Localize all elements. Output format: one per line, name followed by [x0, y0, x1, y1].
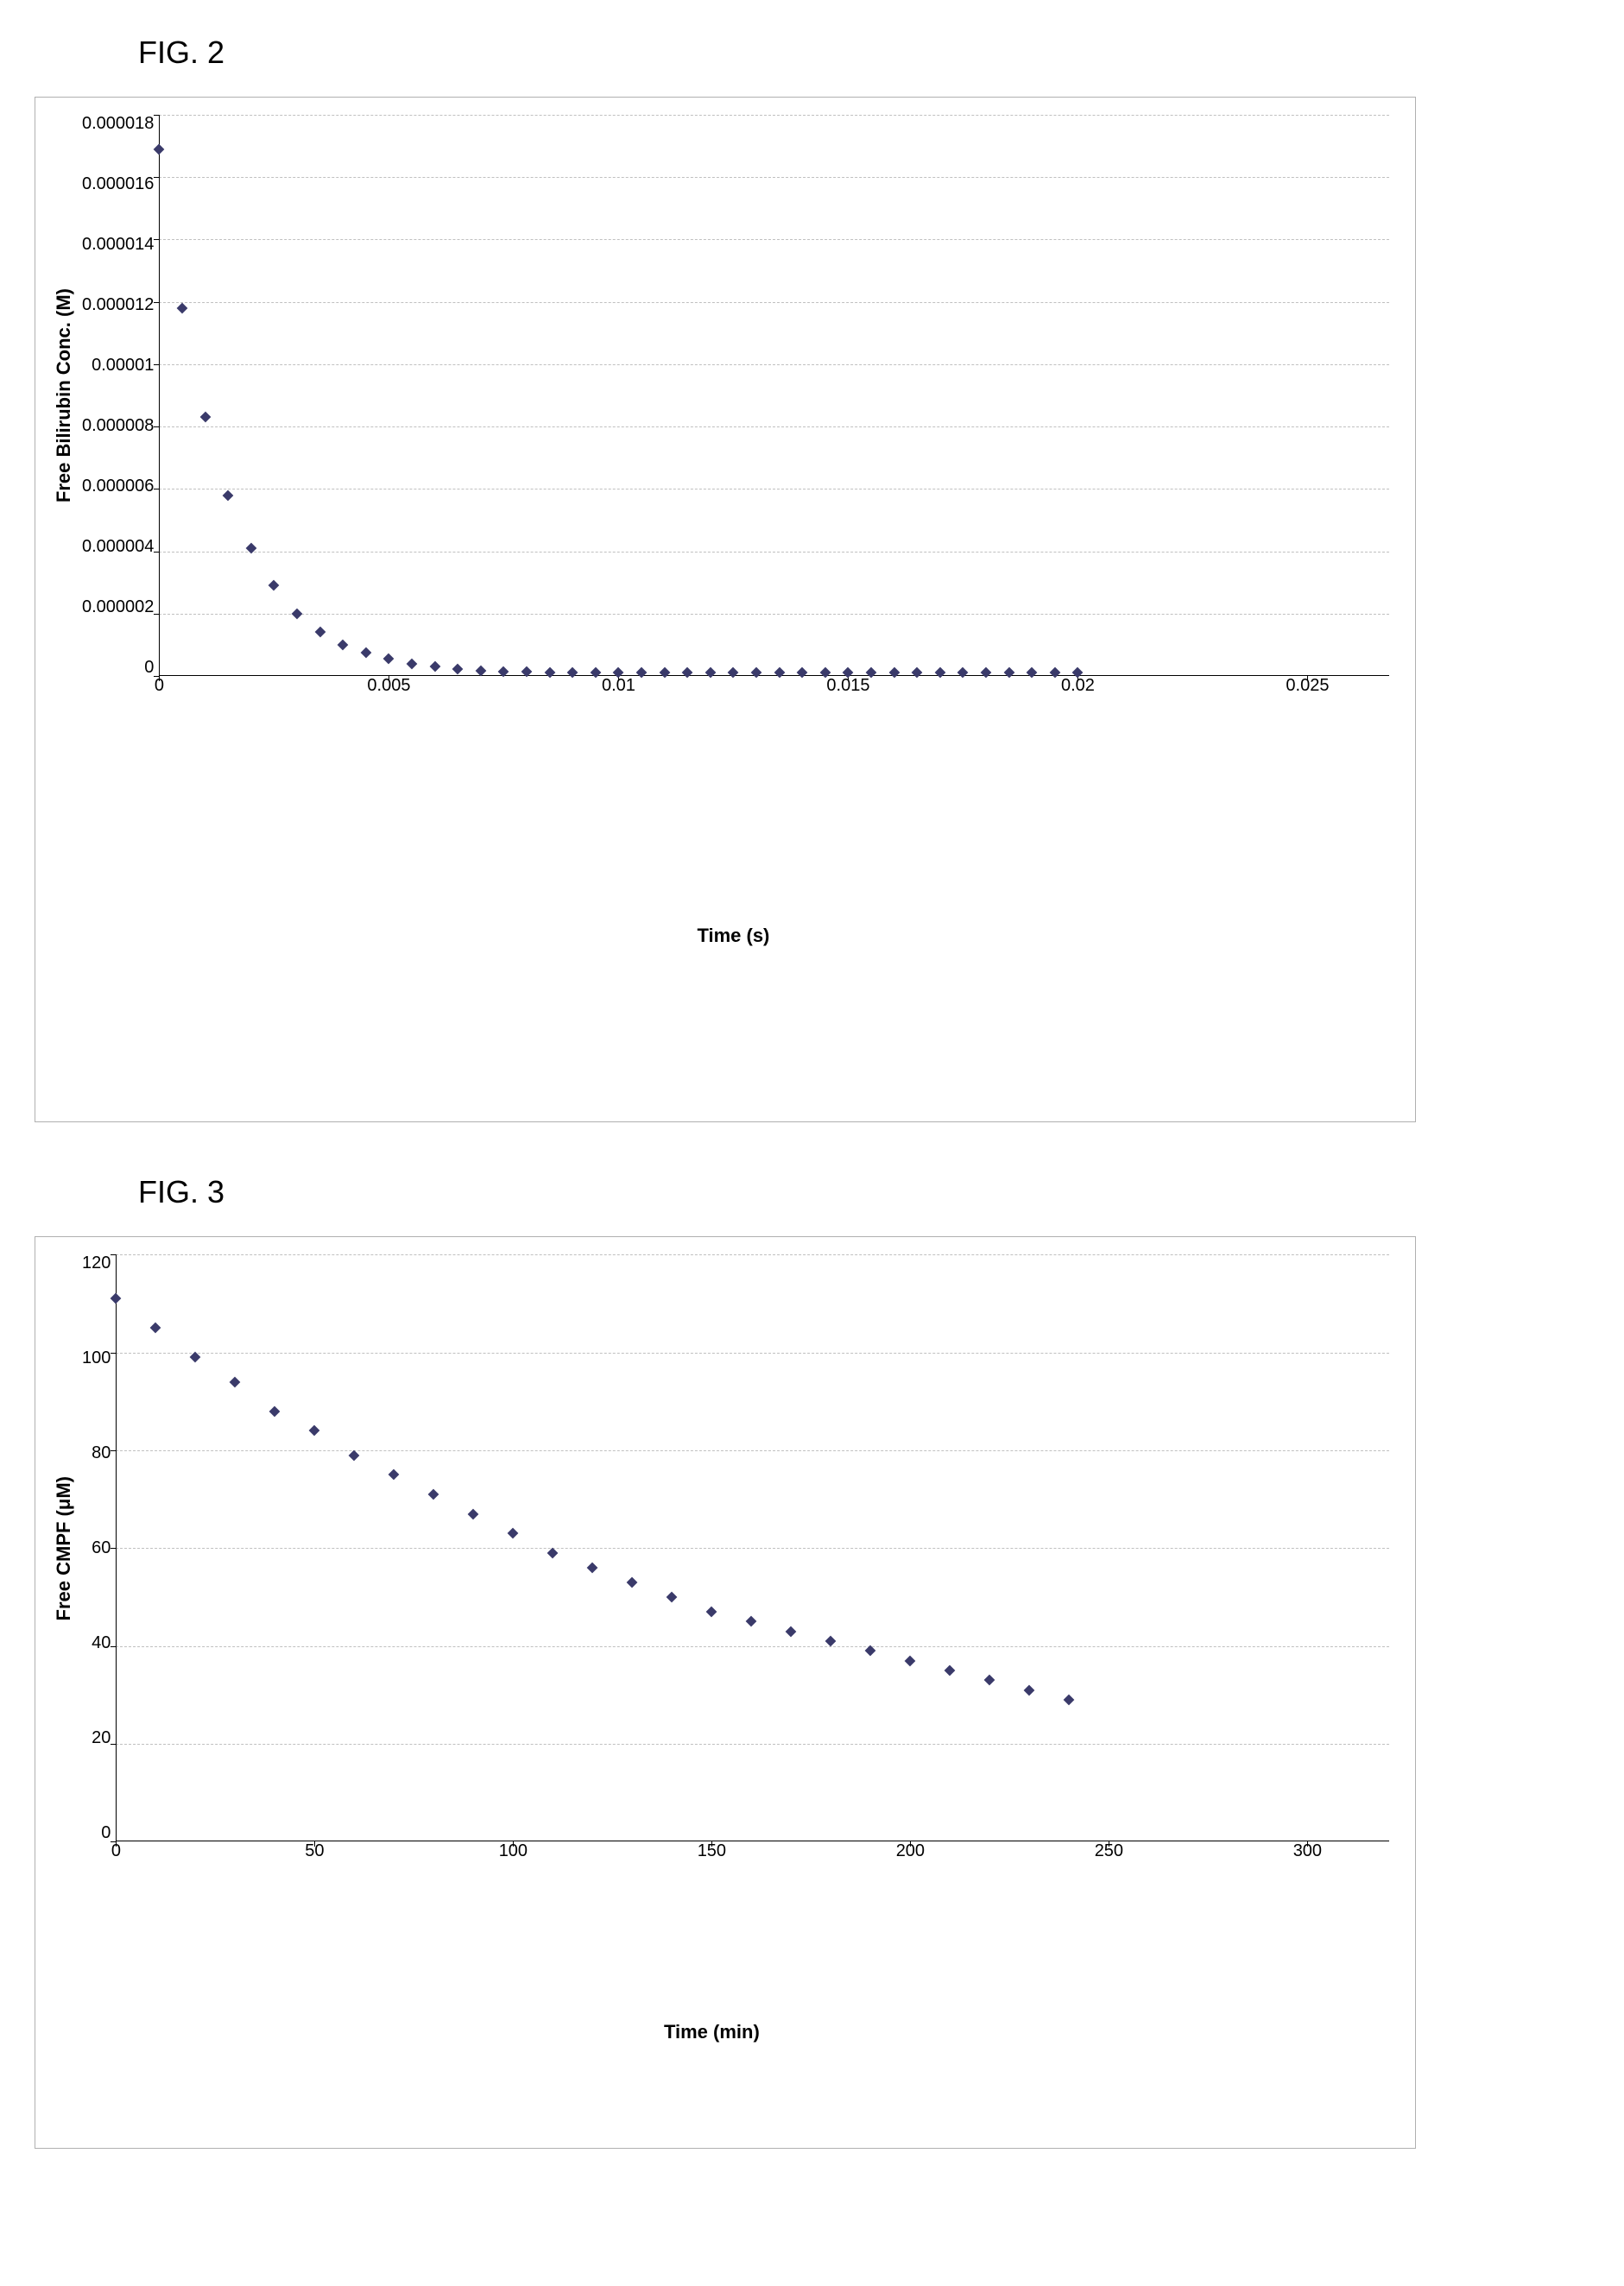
y-tick-label: 0.000012: [82, 296, 154, 313]
x-tick-label: 50: [305, 1841, 324, 1861]
data-point: [667, 1592, 678, 1603]
data-point: [508, 1528, 519, 1539]
y-axis-label: Free Bilirubin Conc. (M): [53, 288, 75, 502]
gridline: [116, 1254, 1389, 1255]
gridline: [159, 177, 1389, 178]
data-point: [547, 1548, 559, 1559]
data-point: [746, 1616, 757, 1627]
y-tick-label: 20: [82, 1729, 111, 1746]
x-axis-label: Time (min): [116, 2021, 1307, 2043]
y-tick-label: 0.000002: [82, 598, 154, 616]
data-point: [786, 1626, 797, 1637]
plot-area: [116, 1254, 1389, 1841]
gridline: [159, 426, 1389, 427]
y-tick-label: 0.000004: [82, 538, 154, 555]
gridline: [116, 1646, 1389, 1647]
y-tick-label: 80: [82, 1444, 111, 1462]
data-point: [383, 654, 395, 665]
y-tick-label: 100: [82, 1349, 111, 1367]
data-point: [309, 1425, 320, 1437]
figure-title: FIG. 3: [138, 1174, 1589, 1210]
y-tick-label: 0.000014: [82, 236, 154, 253]
x-tick-label: 0: [155, 676, 164, 696]
data-point: [475, 665, 486, 676]
x-tick-label: 0.015: [826, 676, 869, 696]
data-point: [627, 1577, 638, 1588]
x-tick-label: 0.01: [602, 676, 635, 696]
data-point: [1064, 1695, 1075, 1706]
data-point: [1024, 1684, 1035, 1696]
y-axis-label: Free CMPF (μM): [53, 1476, 75, 1620]
data-point: [429, 661, 440, 673]
x-tick-label: 200: [896, 1841, 925, 1861]
figure-title: FIG. 2: [138, 35, 1589, 71]
data-point: [468, 1508, 479, 1519]
x-tick-label: 250: [1095, 1841, 1123, 1861]
gridline: [159, 614, 1389, 615]
y-axis-line: [116, 1254, 117, 1841]
x-tick-label: 100: [499, 1841, 528, 1861]
chart-frame: Free Bilirubin Conc. (M) 0.000018 0.000016…: [35, 97, 1416, 1122]
gridline: [159, 552, 1389, 553]
data-point: [190, 1352, 201, 1363]
data-point: [223, 489, 234, 501]
data-point: [825, 1636, 837, 1647]
data-point: [269, 1405, 281, 1417]
gridline: [116, 1450, 1389, 1451]
y-tick-label: 0: [82, 659, 154, 676]
gridline: [116, 1548, 1389, 1549]
y-axis-line: [159, 115, 160, 676]
y-tick-label: 0.000018: [82, 115, 154, 132]
gridline: [116, 1744, 1389, 1745]
y-tick-label: 60: [82, 1539, 111, 1557]
data-point: [269, 580, 280, 591]
chart-frame: Free CMPF (μM)120100806040200Free CMPF (…: [35, 1236, 1416, 2149]
x-tick-label: 0.005: [367, 676, 410, 696]
figure-block: FIG. 2Free Bilirubin Conc. (M)0.0000180.…: [35, 35, 1589, 1122]
x-axis-label: Time (s): [159, 925, 1307, 947]
data-point: [452, 663, 464, 674]
data-point: [349, 1449, 360, 1461]
y-tick-label: 0.00001: [82, 357, 154, 374]
data-point: [177, 303, 188, 314]
x-tick-label: 150: [698, 1841, 726, 1861]
y-tick-label: 0.000006: [82, 477, 154, 495]
y-tick-label: 0: [82, 1824, 111, 1841]
data-point: [360, 647, 371, 659]
data-point: [984, 1675, 995, 1686]
data-point: [314, 627, 325, 638]
data-point: [150, 1323, 161, 1334]
data-point: [945, 1665, 956, 1677]
data-point: [389, 1469, 400, 1481]
gridline: [159, 115, 1389, 116]
x-tick-label: 0.025: [1286, 676, 1329, 696]
x-tick-label: 300: [1293, 1841, 1322, 1861]
x-tick-label: 0: [111, 1841, 121, 1861]
data-point: [587, 1563, 598, 1574]
y-tick-label: 0.000016: [82, 175, 154, 193]
gridline: [159, 302, 1389, 303]
figure-block: FIG. 3Free CMPF (μM)120100806040200Free …: [35, 1174, 1589, 2149]
y-tick-label: 40: [82, 1634, 111, 1651]
data-point: [905, 1655, 916, 1666]
gridline: [116, 1353, 1389, 1354]
gridline: [159, 364, 1389, 365]
data-point: [338, 640, 349, 651]
data-point: [428, 1489, 439, 1500]
data-point: [230, 1376, 241, 1387]
x-tick-label: 0.02: [1061, 676, 1095, 696]
data-point: [292, 608, 303, 619]
gridline: [159, 239, 1389, 240]
y-tick-label: 0.000008: [82, 417, 154, 434]
plot-area: [159, 115, 1389, 676]
data-point: [865, 1645, 876, 1657]
data-point: [407, 658, 418, 669]
y-tick-label: 120: [82, 1254, 111, 1272]
data-point: [706, 1607, 717, 1618]
y-tick-labels: 0.000018 0.000016 0.000014 0.000012 0.00001 0…: [82, 115, 159, 676]
data-point: [199, 412, 211, 423]
